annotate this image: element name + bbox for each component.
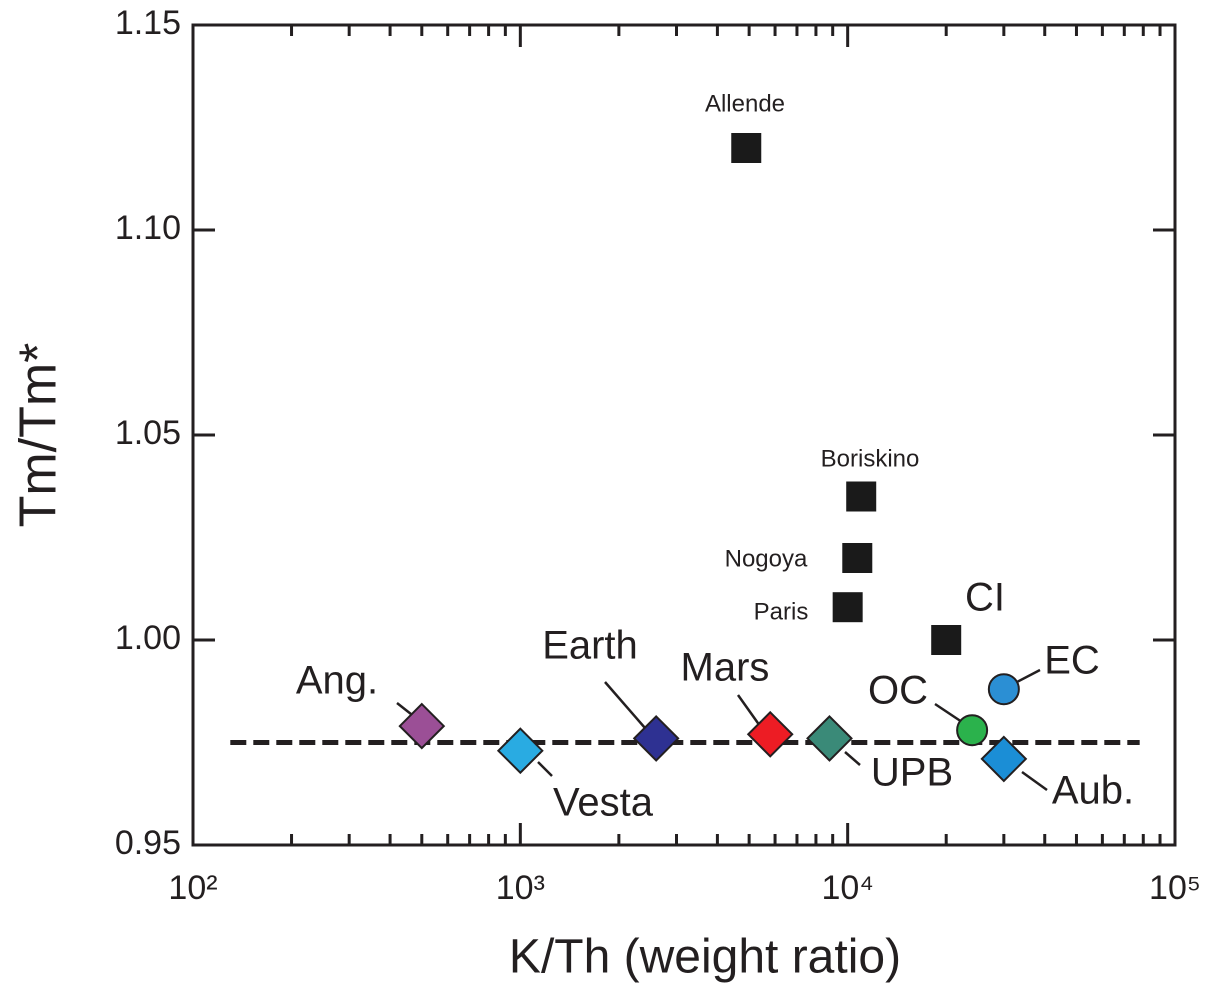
x-tick-label: 10⁴ — [821, 869, 873, 907]
leader-line — [1014, 668, 1041, 685]
y-tick-label: 1.10 — [115, 209, 181, 247]
point-label: UPB — [871, 751, 953, 795]
x-axis-label: K/Th (weight ratio) — [509, 931, 901, 984]
point-label: CI — [965, 576, 1005, 620]
x-tick-label: 10³ — [496, 869, 545, 907]
point-label: Allende — [705, 90, 785, 117]
point-label: Aub. — [1052, 769, 1134, 813]
point-label: EC — [1044, 639, 1100, 683]
point-label: Nogoya — [725, 545, 808, 572]
point-label: OC — [868, 669, 928, 713]
diamond-marker — [980, 735, 1028, 783]
leader-line — [934, 702, 963, 724]
x-tick-label: 10² — [168, 869, 217, 907]
square-marker — [832, 592, 863, 623]
y-tick-label: 0.95 — [115, 824, 181, 862]
leader-line — [1021, 770, 1048, 792]
leader-line — [736, 694, 762, 727]
circle-marker — [956, 714, 989, 747]
square-marker — [842, 543, 873, 573]
y-axis-label: Tm/Tm* — [10, 343, 68, 528]
diamond-marker — [496, 727, 544, 775]
square-marker — [731, 133, 762, 163]
leader-line — [844, 751, 861, 766]
point-label: Paris — [754, 598, 809, 625]
diamond-marker — [746, 710, 794, 758]
square-marker — [846, 481, 877, 512]
plot-frame — [191, 23, 1177, 847]
diamond-marker — [398, 702, 446, 750]
point-label: Vesta — [553, 781, 654, 825]
y-tick-label: 1.00 — [115, 619, 181, 657]
point-label: Ang. — [296, 659, 378, 703]
circle-marker — [987, 673, 1020, 706]
leader-line — [537, 761, 553, 777]
y-tick-label: 1.05 — [115, 414, 181, 452]
square-marker — [931, 625, 962, 655]
diamond-marker — [806, 714, 853, 762]
diamond-marker — [632, 714, 680, 762]
point-label: Earth — [542, 624, 638, 668]
point-label: Mars — [681, 646, 770, 690]
x-tick-label: 10⁵ — [1149, 869, 1201, 907]
y-tick-label: 1.15 — [115, 4, 181, 42]
point-label: Boriskino — [821, 445, 920, 472]
leader-line — [604, 681, 646, 729]
